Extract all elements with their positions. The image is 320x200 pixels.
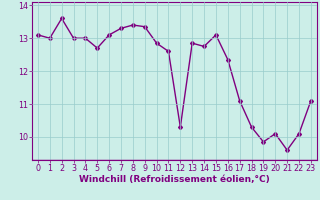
X-axis label: Windchill (Refroidissement éolien,°C): Windchill (Refroidissement éolien,°C) [79,175,270,184]
